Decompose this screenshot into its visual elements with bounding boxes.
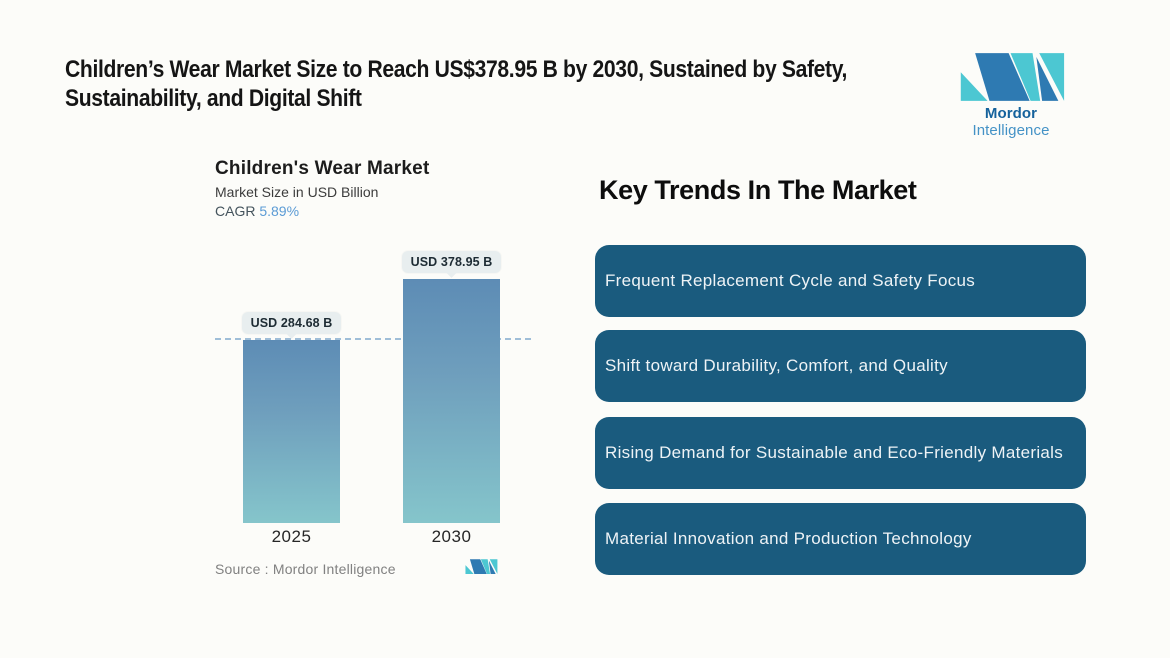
value-label-pill: USD 378.95 B [401, 251, 502, 273]
trend-card-text: Frequent Replacement Cycle and Safety Fo… [605, 271, 976, 291]
value-label-pill: USD 284.68 B [241, 312, 342, 334]
chart-cagr: CAGR 5.89% [215, 203, 299, 219]
trend-card-sustainable-materials: Rising Demand for Sustainable and Eco-Fr… [595, 417, 1086, 489]
source-text: Source : Mordor Intelligence [215, 561, 396, 577]
trend-card-text: Material Innovation and Production Techn… [605, 529, 972, 549]
trends-heading: Key Trends In The Market [599, 175, 917, 205]
page-title-line2: Sustainability, and Digital Shift [65, 85, 362, 112]
brand-name: Mordor Intelligence [949, 105, 1073, 139]
bar-2025 [243, 340, 340, 523]
value-label-2030: USD 378.95 B [401, 251, 502, 278]
page-title-line1: Children’s Wear Market Size to Reach US$… [65, 56, 848, 83]
value-label-2025: USD 284.68 B [241, 312, 342, 339]
brand-name-light: Intelligence [972, 122, 1050, 139]
page-title: Children’s Wear Market Size to Reach US$… [65, 55, 927, 113]
mordor-intelligence-mini-logo-icon [465, 559, 498, 575]
mordor-intelligence-logo-icon [960, 53, 1065, 101]
brand-logo: Mordor Intelligence [949, 50, 1073, 139]
bar-2030 [403, 279, 500, 523]
chart-title: Children's Wear Market [215, 158, 430, 179]
brand-name-bold: Mordor [984, 105, 1038, 122]
reference-line [215, 338, 531, 340]
trend-card-text: Rising Demand for Sustainable and Eco-Fr… [605, 443, 1064, 463]
cagr-label: CAGR [215, 203, 256, 219]
trend-card-material-innovation: Material Innovation and Production Techn… [595, 503, 1086, 575]
trend-card-durability: Shift toward Durability, Comfort, and Qu… [595, 330, 1086, 402]
trend-card-text: Shift toward Durability, Comfort, and Qu… [605, 356, 948, 376]
x-axis-label-2025: 2025 [271, 527, 312, 546]
trend-card-replacement-cycle: Frequent Replacement Cycle and Safety Fo… [595, 245, 1086, 317]
chart-subtitle: Market Size in USD Billion [215, 184, 379, 200]
cagr-value: 5.89% [259, 203, 300, 219]
x-axis-label-2030: 2030 [431, 527, 472, 546]
